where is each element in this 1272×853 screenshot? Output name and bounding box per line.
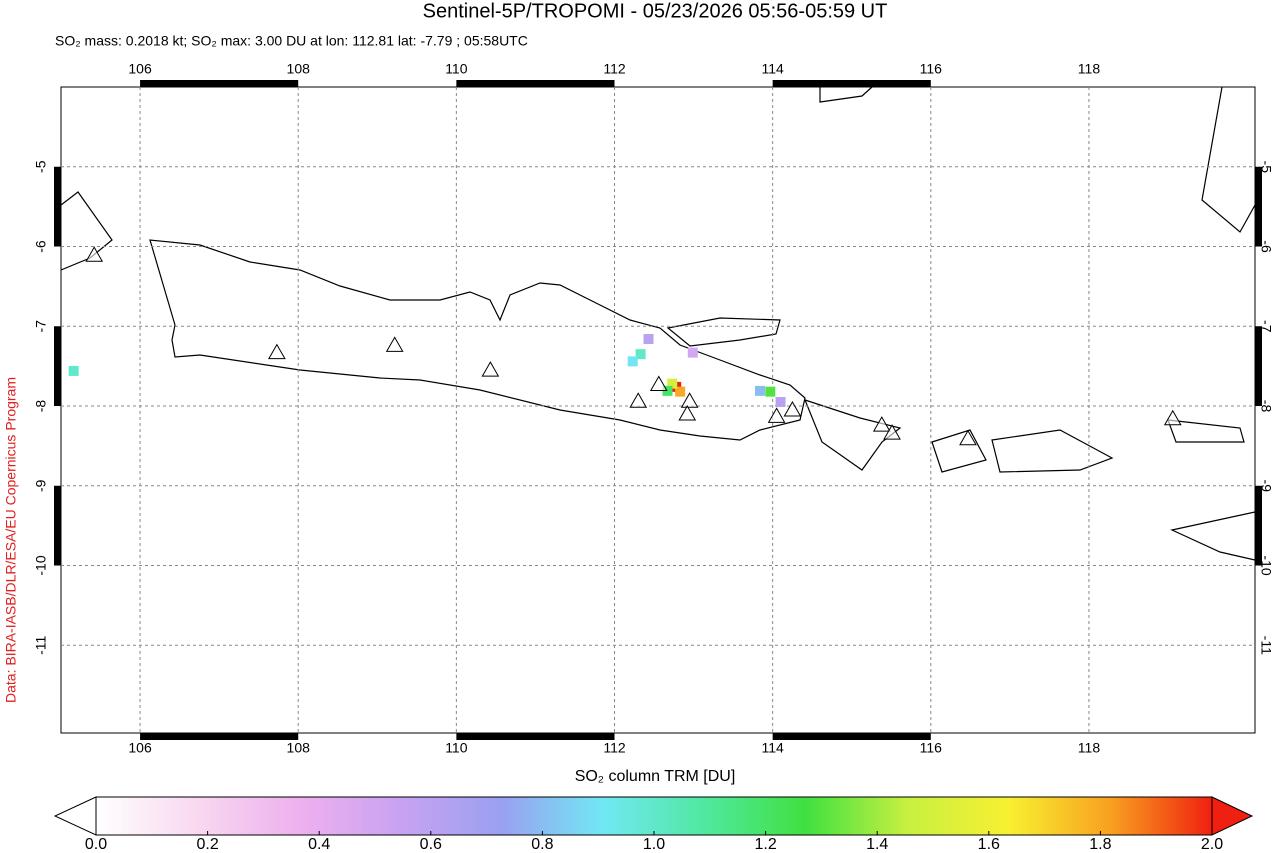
so2-pixel: [675, 386, 686, 397]
colorbar-tick-label: 0.6: [420, 836, 442, 853]
so2-pixel: [775, 397, 786, 408]
coastlines: [61, 87, 1255, 561]
colorbar-tick-label: 0.0: [85, 836, 107, 853]
x-tick-label: 114: [761, 740, 784, 756]
x-tick-label: 110: [445, 740, 468, 756]
y-tick-label: -10: [1258, 555, 1272, 575]
colorbar-tick-label: 1.2: [754, 836, 776, 853]
y-tick-label: -7: [1258, 320, 1272, 333]
x-tick-label: 106: [128, 61, 152, 77]
y-tick-label: -6: [1258, 240, 1272, 253]
coastline: [1167, 419, 1245, 443]
volcano: [680, 392, 699, 408]
volcano: [959, 429, 977, 446]
colorbar-tick-label: 0.4: [308, 836, 330, 853]
coastline: [991, 429, 1114, 473]
colorbar-tick-label: 0.2: [196, 836, 218, 853]
so2-pixel: [755, 385, 766, 396]
colorbar-tick-label: 1.0: [643, 836, 665, 853]
border-bar: [54, 326, 61, 407]
border-bar: [1255, 485, 1262, 566]
colorbar-tick-label: 2.0: [1201, 836, 1223, 853]
y-tick-label: -8: [1258, 400, 1272, 413]
so2-pixel: [635, 349, 646, 360]
coastline: [1201, 87, 1255, 233]
volcano: [1163, 409, 1182, 426]
x-tick-label: 112: [603, 61, 626, 77]
volcano: [767, 407, 786, 423]
colorbar-tick-label: 1.4: [866, 836, 888, 853]
border-bar: [456, 733, 615, 740]
colorbar-tick-label: 1.6: [978, 836, 1000, 853]
colorbar-over: [1211, 796, 1254, 836]
y-tick-label: -7: [33, 320, 49, 333]
border-bar: [140, 733, 299, 740]
volcano: [481, 361, 500, 377]
colorbar-tick-label: 1.8: [1089, 836, 1111, 853]
x-tick-label: 108: [287, 61, 311, 77]
volcano: [385, 336, 404, 352]
x-tick-label: 118: [1078, 740, 1101, 756]
border-bar: [54, 485, 61, 566]
volcano: [629, 392, 648, 408]
so2-pixel: [627, 356, 638, 367]
x-tick-label: 106: [128, 740, 152, 756]
so2-pixel: [765, 386, 776, 397]
border-bar: [1255, 326, 1262, 407]
so2-pixel: [68, 365, 79, 376]
x-tick-label: 108: [287, 740, 311, 756]
x-tick-label: 112: [603, 740, 626, 756]
y-tick-label: -9: [33, 479, 49, 492]
map-frame: [60, 86, 1256, 734]
colorbar-tick-label: 0.8: [531, 836, 553, 853]
volcano: [649, 375, 668, 391]
coastline: [819, 87, 873, 103]
coastline: [666, 317, 781, 347]
volcano: [872, 416, 891, 432]
so2-pixel: [643, 334, 654, 345]
so2-pixel: [667, 378, 678, 389]
x-tick-label: 110: [445, 61, 468, 77]
volcano: [783, 400, 802, 417]
y-tick-label: -8: [33, 400, 49, 413]
volcano: [883, 424, 901, 440]
y-tick-label: -6: [33, 240, 49, 253]
colorbar: [95, 796, 1213, 836]
border-bar: [54, 166, 61, 247]
so2-pixel: [687, 347, 698, 358]
coastline: [803, 399, 902, 471]
x-tick-label: 118: [1078, 61, 1101, 77]
credit: Data: BIRA-IASB/DLR/ESA/EU Copernicus Pr…: [3, 377, 19, 703]
y-tick-label: -5: [33, 160, 49, 173]
y-tick-label: -5: [1258, 161, 1272, 174]
coastline: [149, 239, 806, 441]
border-bar: [772, 80, 931, 87]
y-tick-label: -11: [1258, 636, 1272, 655]
y-tick-label: -11: [33, 635, 49, 654]
title: Sentinel-5P/TROPOMI - 05/23/2026 05:56-0…: [423, 0, 888, 22]
border-bar: [456, 80, 615, 87]
x-tick-label: 116: [920, 61, 943, 77]
map-layer: [68, 246, 1182, 446]
border-bar: [1255, 166, 1262, 247]
coastline: [1170, 511, 1255, 561]
x-tick-label: 116: [920, 740, 943, 756]
colorbar-label: SO₂ column TRM [DU]: [575, 768, 736, 785]
colorbar-under: [53, 796, 97, 836]
volcano: [678, 404, 697, 421]
volcano: [85, 246, 104, 262]
y-tick-label: -9: [1258, 480, 1272, 493]
y-tick-label: -10: [33, 555, 49, 575]
volcano: [268, 343, 286, 360]
subtitle: SO₂ mass: 0.2018 kt; SO₂ max: 3.00 DU at…: [55, 33, 528, 49]
border-bar: [140, 80, 299, 87]
border-bar: [772, 733, 931, 740]
coastline: [931, 429, 987, 473]
coastline: [61, 191, 113, 271]
x-tick-label: 114: [761, 61, 784, 77]
